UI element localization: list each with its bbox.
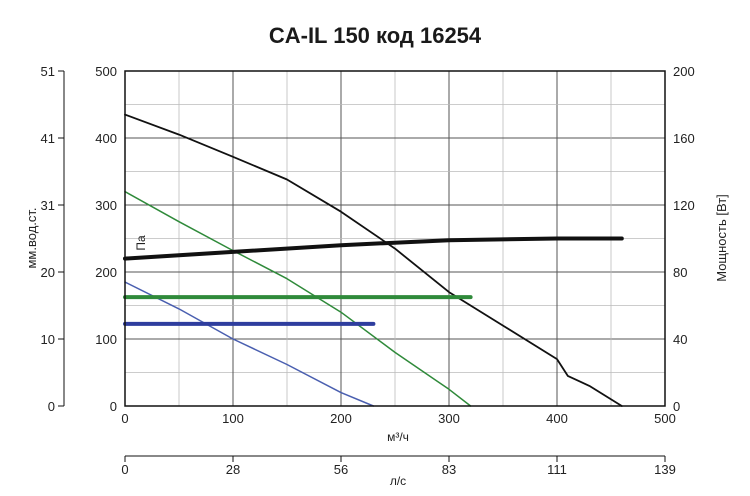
series-layer: [123, 113, 624, 407]
y-tick-label: 300: [95, 198, 117, 213]
y-outer-axis-label: мм.вод.ст.: [24, 207, 39, 268]
y-outer-tick-label: 0: [48, 399, 55, 414]
x2-tick-label: 0: [121, 462, 128, 477]
y-outer-tick-label: 41: [41, 131, 55, 146]
x2-tick-label: 139: [654, 462, 676, 477]
power-curve-3: [123, 236, 624, 261]
x2-tick-label: 83: [442, 462, 456, 477]
y-right-tick-label: 80: [673, 265, 687, 280]
x2-tick-label: 111: [547, 462, 567, 477]
y-right-tick-label: 200: [673, 64, 695, 79]
x2-axis-label: л/с: [390, 474, 406, 488]
x-tick-label: 0: [121, 411, 128, 426]
x2-tick-label: 56: [334, 462, 348, 477]
bottom-axis: 0 100 200 300 400 500: [121, 411, 675, 426]
x2-tick-label: 28: [226, 462, 240, 477]
y-right-tick-label: 40: [673, 332, 687, 347]
x-tick-label: 300: [438, 411, 460, 426]
y-outer-tick-label: 51: [41, 64, 55, 79]
x-axis-label: м³/ч: [387, 430, 409, 444]
y-outer-tick-label: 10: [41, 332, 55, 347]
y-right-axis-label: Мощность [Вт]: [714, 194, 729, 282]
left-axis: 0 100 200 300 400 500: [95, 64, 117, 414]
chart-title: CA-IL 150 код 16254: [269, 23, 482, 48]
x-tick-label: 200: [330, 411, 352, 426]
y-right-tick-label: 0: [673, 399, 680, 414]
y-outer-tick-label: 31: [41, 198, 55, 213]
pressure-curve-0: [124, 113, 623, 407]
y-tick-label: 500: [95, 64, 117, 79]
left-outer-axis: 0 10 20 31 41 51: [41, 64, 65, 414]
y-right-tick-label: 120: [673, 198, 695, 213]
y-tick-label: 400: [95, 131, 117, 146]
pressure-curve-2: [124, 281, 375, 407]
y-tick-label: 200: [95, 265, 117, 280]
y-right-tick-label: 160: [673, 131, 695, 146]
x-tick-label: 400: [546, 411, 568, 426]
plot-frame: [124, 70, 666, 407]
x-tick-label: 100: [222, 411, 244, 426]
y-tick-label: 0: [110, 399, 117, 414]
y-tick-label: 100: [95, 332, 117, 347]
bottom2-axis: 0 28 56 83 111 139: [121, 455, 676, 477]
x-tick-label: 500: [654, 411, 676, 426]
right-axis: 0 40 80 120 160 200: [673, 64, 695, 414]
y-axis-label: Па: [134, 235, 148, 251]
y-outer-tick-label: 20: [41, 265, 55, 280]
